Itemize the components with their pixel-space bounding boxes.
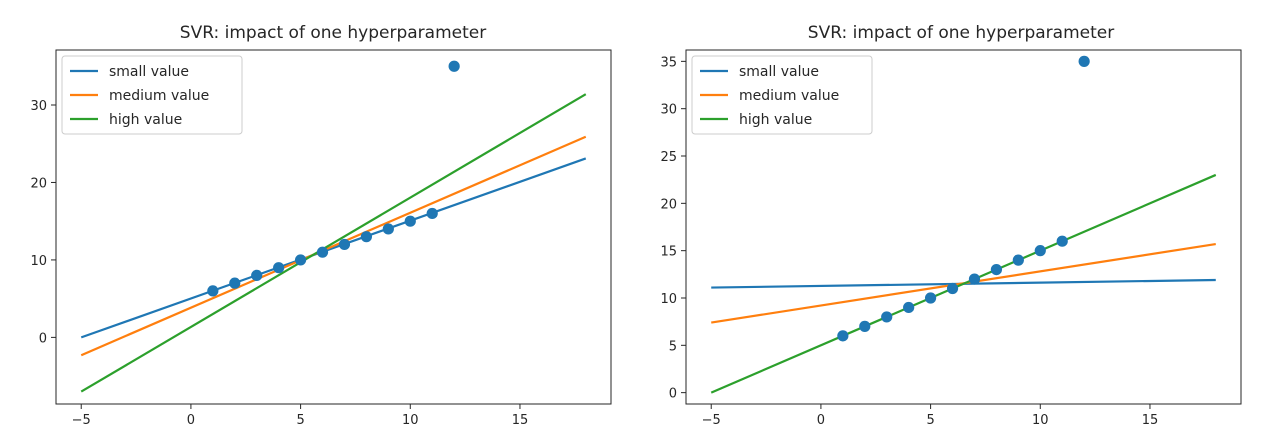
scatter-point xyxy=(1012,254,1024,266)
scatter-point xyxy=(990,263,1003,276)
legend-label: small value xyxy=(109,64,189,80)
x-tick-label: −5 xyxy=(702,413,721,428)
legend-box xyxy=(691,55,873,135)
scatter-point xyxy=(859,320,871,332)
series-line-small-value xyxy=(80,157,587,339)
scatter-point xyxy=(251,269,263,282)
scatter-point xyxy=(1078,55,1090,67)
series-line-medium-value xyxy=(80,135,587,357)
legend-box xyxy=(61,55,243,135)
y-tick-label: 0 xyxy=(669,387,677,402)
scatter-point xyxy=(1056,235,1068,247)
axes-frame xyxy=(685,49,1242,405)
y-tick-label: 25 xyxy=(660,150,677,165)
y-tick-label: 15 xyxy=(660,245,677,260)
legend-label: high value xyxy=(739,112,812,128)
scatter-point xyxy=(316,246,329,258)
chart-right: SVR: impact of one hyperparameter −5 0 5 10… xyxy=(660,23,1242,428)
scatter-point xyxy=(426,207,438,220)
chart-left: SVR: impact of one hyperparameter −5 0 5 10… xyxy=(30,23,612,428)
scatter-point xyxy=(338,238,351,251)
scatter-point xyxy=(207,285,219,297)
x-tick-label: 5 xyxy=(296,413,304,428)
scatter-point xyxy=(448,60,460,72)
legend-label: medium value xyxy=(109,88,209,104)
scatter-point xyxy=(229,277,241,289)
x-tick-label: 10 xyxy=(402,413,419,428)
y-tick-label: 30 xyxy=(660,103,677,118)
y-tick-label: 5 xyxy=(669,339,677,354)
y-tick-label: 20 xyxy=(30,176,47,191)
legend-label: small value xyxy=(739,64,819,80)
scatter-point xyxy=(360,231,373,243)
scatter-point xyxy=(273,262,285,274)
x-tick-label: 0 xyxy=(187,413,195,428)
scatter-point xyxy=(1034,245,1046,257)
y-tick-label: 0 xyxy=(39,331,47,346)
legend: small value medium value high value xyxy=(61,55,243,135)
scatter-point xyxy=(946,282,959,295)
scatter-point xyxy=(294,254,307,266)
y-tick-label: 10 xyxy=(30,254,47,269)
scatter-point xyxy=(404,215,416,227)
y-tick-label: 20 xyxy=(660,197,677,212)
x-tick-label: 15 xyxy=(1142,413,1159,428)
legend-label: high value xyxy=(109,112,182,128)
scatter-point xyxy=(968,273,981,285)
scatter-point xyxy=(837,330,849,342)
y-tick-label: 10 xyxy=(660,292,677,307)
axes-frame xyxy=(55,49,612,405)
series-line-high-value xyxy=(80,93,587,393)
x-tick-label: 5 xyxy=(926,413,934,428)
y-tick-label: 35 xyxy=(660,55,677,70)
scatter-point xyxy=(382,223,394,235)
series-line-high-value xyxy=(710,173,1217,394)
x-tick-label: 10 xyxy=(1032,413,1049,428)
x-tick-label: 0 xyxy=(817,413,825,428)
chart-title: SVR: impact of one hyperparameter xyxy=(808,23,1114,43)
y-tick-label: 30 xyxy=(30,99,47,114)
x-tick-label: 15 xyxy=(512,413,529,428)
scatter-point xyxy=(924,292,937,304)
legend: small value medium value high value xyxy=(691,55,873,135)
x-tick-label: −5 xyxy=(72,413,91,428)
legend-label: medium value xyxy=(739,88,839,104)
scatter-point xyxy=(881,311,893,323)
chart-title: SVR: impact of one hyperparameter xyxy=(180,23,486,43)
scatter-point xyxy=(903,301,915,314)
